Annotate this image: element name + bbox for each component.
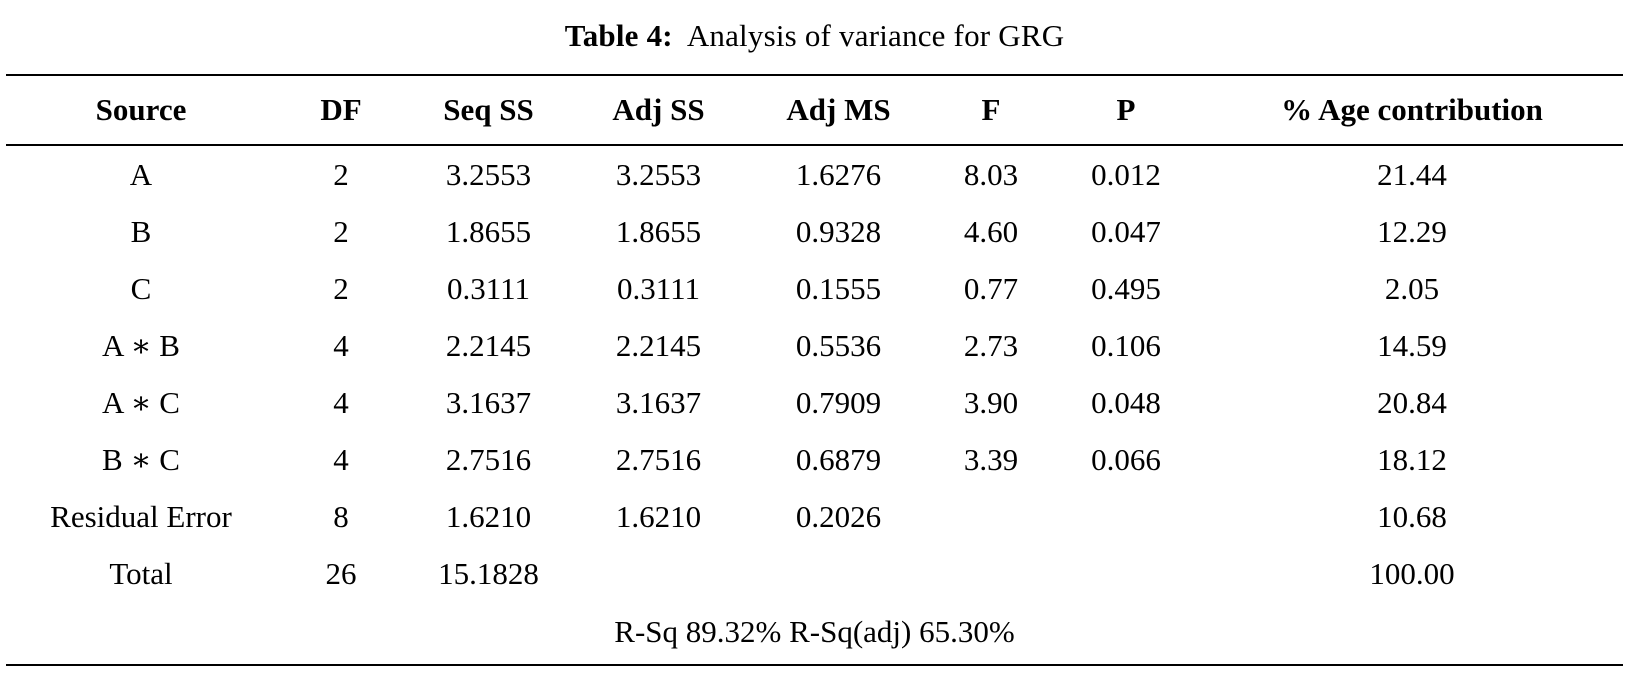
cell-contribution: 20.84 — [1377, 384, 1447, 420]
cell-adj-ss — [571, 545, 746, 602]
table-row: Residual Error 8 1.6210 1.6210 0.2026 10… — [6, 488, 1623, 545]
r-squared-summary: R-Sq 89.32% R-Sq(adj) 65.30% — [614, 614, 1015, 649]
cell-f: 3.90 — [963, 384, 1019, 420]
col-header-p: P — [1116, 92, 1136, 127]
cell-adj-ss: 0.3111 — [617, 270, 700, 306]
cell-source: Total — [109, 555, 173, 591]
cell-seq-ss: 2.2145 — [445, 327, 532, 363]
cell-p: 0.047 — [1091, 213, 1161, 249]
cell-adj-ms: 0.9328 — [795, 213, 882, 249]
table-row: A ∗ C 4 3.1637 3.1637 0.7909 3.90 0.048 … — [6, 374, 1623, 431]
footer-row: R-Sq 89.32% R-Sq(adj) 65.30% — [6, 602, 1623, 665]
cell-adj-ms: 1.6276 — [795, 156, 882, 192]
col-header-df: DF — [320, 92, 362, 127]
header-row: Source DF Seq SS Adj SS Adj MS F P % Age… — [6, 75, 1623, 145]
cell-contribution: 2.05 — [1384, 270, 1440, 306]
cell-contribution: 18.12 — [1377, 441, 1447, 477]
col-header-adj-ms: Adj MS — [786, 92, 891, 127]
cell-f: 4.60 — [963, 213, 1019, 249]
anova-table: Source DF Seq SS Adj SS Adj MS F P % Age… — [6, 74, 1623, 666]
cell-contribution: 14.59 — [1377, 327, 1447, 363]
cell-contribution: 21.44 — [1377, 156, 1447, 192]
cell-p: 0.048 — [1091, 384, 1161, 420]
table-row: A 2 3.2553 3.2553 1.6276 8.03 0.012 21.4… — [6, 145, 1623, 203]
col-header-f: F — [981, 92, 1001, 127]
cell-f — [931, 545, 1051, 602]
cell-df: 2 — [333, 156, 349, 192]
cell-contribution: 12.29 — [1377, 213, 1447, 249]
cell-df: 2 — [333, 270, 349, 306]
cell-adj-ms: 0.7909 — [795, 384, 882, 420]
table-row: A ∗ B 4 2.2145 2.2145 0.5536 2.73 0.106 … — [6, 317, 1623, 374]
cell-df: 8 — [333, 498, 349, 534]
cell-p — [1051, 545, 1201, 602]
cell-seq-ss: 3.2553 — [445, 156, 532, 192]
cell-adj-ms: 0.1555 — [795, 270, 882, 306]
cell-source: C — [130, 270, 152, 306]
table-row: B 2 1.8655 1.8655 0.9328 4.60 0.047 12.2… — [6, 203, 1623, 260]
table-row: B ∗ C 4 2.7516 2.7516 0.6879 3.39 0.066 … — [6, 431, 1623, 488]
cell-source: A ∗ C — [102, 384, 180, 420]
cell-adj-ss: 1.8655 — [615, 213, 702, 249]
cell-f: 0.77 — [963, 270, 1019, 306]
cell-adj-ms: 0.5536 — [795, 327, 882, 363]
cell-adj-ms: 0.2026 — [795, 498, 882, 534]
cell-seq-ss: 15.1828 — [438, 555, 539, 591]
cell-p: 0.106 — [1091, 327, 1161, 363]
cell-source: B ∗ C — [102, 441, 180, 477]
cell-p: 0.066 — [1091, 441, 1161, 477]
cell-f: 3.39 — [963, 441, 1019, 477]
cell-p — [1051, 488, 1201, 545]
cell-df: 4 — [333, 441, 349, 477]
cell-df: 4 — [333, 327, 349, 363]
cell-adj-ss: 3.2553 — [615, 156, 702, 192]
cell-adj-ms — [746, 545, 931, 602]
cell-adj-ms: 0.6879 — [795, 441, 882, 477]
cell-adj-ss: 2.2145 — [615, 327, 702, 363]
cell-seq-ss: 2.7516 — [445, 441, 532, 477]
cell-source: Residual Error — [50, 498, 232, 534]
cell-p: 0.012 — [1091, 156, 1161, 192]
table-row: Total 26 15.1828 100.00 — [6, 545, 1623, 602]
cell-seq-ss: 3.1637 — [445, 384, 532, 420]
cell-source: A — [129, 156, 153, 192]
cell-source: A ∗ B — [102, 327, 180, 363]
cell-f: 8.03 — [963, 156, 1019, 192]
cell-seq-ss: 1.8655 — [445, 213, 532, 249]
cell-df: 4 — [333, 384, 349, 420]
cell-contribution: 10.68 — [1377, 498, 1447, 534]
cell-source: B — [130, 213, 152, 249]
cell-f — [931, 488, 1051, 545]
col-header-source: Source — [95, 92, 187, 127]
cell-df: 2 — [333, 213, 349, 249]
table-caption: Table 4: Analysis of variance for GRG — [6, 18, 1623, 54]
table-caption-label: Table 4: — [564, 18, 673, 53]
cell-adj-ss: 1.6210 — [615, 498, 702, 534]
col-header-seq-ss: Seq SS — [443, 92, 534, 127]
table-row: C 2 0.3111 0.3111 0.1555 0.77 0.495 2.05 — [6, 260, 1623, 317]
cell-seq-ss: 0.3111 — [447, 270, 530, 306]
cell-df: 26 — [325, 555, 357, 591]
table-caption-title: Analysis of variance for GRG — [686, 18, 1065, 53]
cell-p: 0.495 — [1091, 270, 1161, 306]
cell-adj-ss: 3.1637 — [615, 384, 702, 420]
cell-f: 2.73 — [963, 327, 1019, 363]
cell-seq-ss: 1.6210 — [445, 498, 532, 534]
col-header-adj-ss: Adj SS — [612, 92, 705, 127]
cell-adj-ss: 2.7516 — [615, 441, 702, 477]
cell-contribution: 100.00 — [1369, 555, 1455, 591]
col-header-contribution: % Age contribution — [1281, 92, 1543, 127]
